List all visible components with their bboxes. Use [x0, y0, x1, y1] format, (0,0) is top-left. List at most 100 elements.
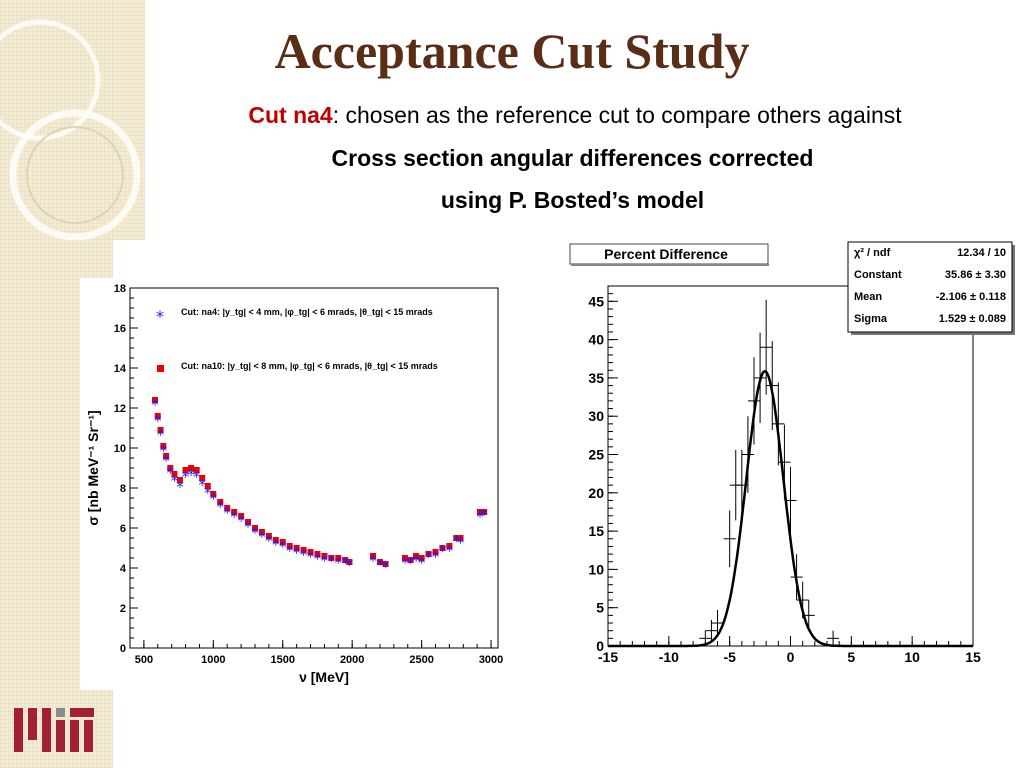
data-point-na4: *: [157, 426, 165, 444]
data-point-na10: [171, 471, 178, 477]
data-point-na4: *: [335, 554, 343, 572]
data-point-na10: [154, 413, 161, 419]
y-tick-label: 4: [120, 563, 127, 575]
subtitle-line-1: Cut na4: chosen as the reference cut to …: [145, 102, 1005, 129]
data-point-na10: [370, 553, 377, 559]
data-point-na10: [193, 467, 200, 473]
x-tick-label: 0: [787, 649, 795, 665]
data-point-na4: *: [272, 536, 280, 554]
y-tick-label: 2: [120, 603, 126, 615]
x-tick-label: 1000: [201, 654, 225, 666]
y-tick-label: 18: [114, 283, 126, 295]
data-point-na4: *: [182, 468, 190, 486]
data-point-na4: *: [187, 466, 195, 484]
stats-value: 12.34 / 10: [957, 247, 1006, 259]
data-point-na10: [258, 529, 265, 535]
data-point-na10: [272, 537, 279, 543]
data-point-na10: [476, 509, 483, 515]
y-tick-label: 14: [114, 363, 127, 375]
page-title: Acceptance Cut Study: [274, 23, 750, 79]
y-tick-label: 5: [596, 600, 604, 616]
data-point-na10: [210, 491, 217, 497]
stats-value: 1.529 ± 0.089: [939, 313, 1006, 325]
y-tick-label: 20: [588, 485, 604, 501]
data-point-na4: *: [210, 490, 218, 508]
x-tick-label: 10: [904, 649, 920, 665]
data-point-na10: [224, 505, 231, 511]
data-point-na4: *: [401, 554, 409, 572]
cross-section-chart: 0 2 4 6 8 10 12 14 16 18 500 1000 1500 2000 2500 3000 ν …: [80, 278, 510, 690]
data-point-na4: *: [439, 542, 447, 560]
stats-box: [847, 241, 1013, 333]
data-point-na4: *: [432, 548, 440, 566]
data-point-na4: *: [446, 542, 454, 560]
data-point-na10: [151, 397, 158, 403]
x-tick-label: -10: [659, 649, 679, 665]
data-point-na10: [314, 551, 321, 557]
stats-label: Sigma: [854, 313, 888, 325]
data-point-na10: [382, 561, 389, 567]
data-point-na4: *: [376, 556, 384, 574]
y-axis-label: σ [nb MeV⁻¹ Sr⁻¹]: [85, 410, 101, 525]
data-point-na10: [163, 453, 170, 459]
data-point-na4: *: [198, 476, 206, 494]
data-point-na10: [217, 499, 224, 505]
x-tick-label: 5: [847, 649, 855, 665]
y-tick-label: 45: [588, 293, 604, 309]
x-axis-label: ν [MeV]: [299, 669, 349, 685]
data-point-na10: [401, 555, 408, 561]
y-tick-label: 10: [114, 443, 126, 455]
x-tick-label: 2000: [340, 654, 364, 666]
data-point-na4: *: [412, 552, 420, 570]
data-point-na10: [160, 443, 167, 449]
data-point-na4: *: [265, 532, 273, 550]
y-tick-label: 40: [588, 332, 604, 348]
decorative-circles: [0, 19, 141, 240]
chart-background: [80, 278, 510, 690]
x-tick-label: -5: [723, 649, 736, 665]
percent-difference-chart: Percent Difference 0 5 10 15 20 25 30 35 40 45 -15 -…: [569, 241, 1015, 665]
y-tick-label: 0: [120, 643, 126, 655]
data-point-na4: *: [328, 552, 336, 570]
data-point-na4: *: [300, 546, 308, 564]
data-point-na4: *: [204, 484, 212, 502]
data-point-na4: *: [418, 554, 426, 572]
data-point-na4: *: [151, 396, 159, 414]
data-point-na10: [439, 545, 446, 551]
data-point-na10: [167, 465, 174, 471]
data-point-na10: [199, 475, 206, 481]
mit-logo: [14, 708, 94, 752]
data-point-na4: *: [244, 518, 252, 536]
data-point-na4: *: [407, 554, 415, 572]
background-band-top: [113, 0, 145, 240]
data-point-na10: [204, 483, 211, 489]
data-point-na4: *: [167, 464, 175, 482]
data-point-na4: *: [425, 548, 433, 566]
data-point-na10: [286, 543, 293, 549]
data-point-na4: *: [476, 508, 484, 526]
data-point-na10: [321, 553, 328, 559]
data-point-na10: [251, 525, 258, 531]
data-point-na4: *: [321, 552, 329, 570]
data-point-na10: [176, 477, 183, 483]
cut-description: : chosen as the reference cut to compare…: [332, 102, 902, 128]
data-point-na10: [342, 557, 349, 563]
data-point-na4: *: [176, 478, 184, 496]
data-point-na4: *: [223, 504, 231, 522]
data-point-na4: *: [237, 512, 245, 530]
data-point-na10: [432, 549, 439, 555]
data-point-na4: *: [453, 532, 461, 550]
stats-label: Constant: [854, 269, 902, 281]
y-tick-label: 12: [114, 403, 126, 415]
x-tick-label: -15: [598, 649, 618, 665]
data-point-na10: [188, 465, 195, 471]
data-point-na10: [307, 549, 314, 555]
data-point-na4: *: [279, 538, 287, 556]
y-tick-label: 8: [120, 483, 126, 495]
data-point-na10: [376, 559, 383, 565]
cut-name: Cut na4: [248, 102, 333, 128]
data-point-na10: [446, 543, 453, 549]
data-point-na10: [413, 553, 420, 559]
x-tick-label: 1500: [271, 654, 295, 666]
stats-value: -2.106 ± 0.118: [936, 291, 1006, 303]
